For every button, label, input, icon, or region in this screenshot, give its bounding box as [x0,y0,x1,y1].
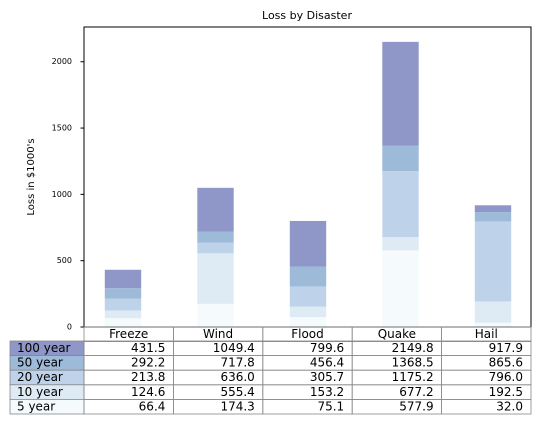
bar-segment [104,269,142,289]
table-column-header: Wind [203,327,233,341]
bar-segment [382,171,419,238]
bar-segment [474,221,512,302]
table-cell-text: 66.4 [139,399,166,413]
table-cell-text: 677.2 [399,385,433,399]
table-cell-text: 32.0 [496,399,523,413]
y-tick-label: 0 [67,323,72,332]
table-cell-text: 153.2 [310,385,344,399]
table-cell-text: 636.0 [220,370,254,384]
bar-segment [104,318,142,327]
bar-segment [104,298,142,311]
bar-segment [289,266,327,287]
table-cell-text: 174.3 [220,399,254,413]
y-axis-label: Loss in $1000's [26,138,37,215]
bar-segment [382,250,419,327]
bar-segment [289,220,327,267]
table-cell-text: 577.9 [399,399,433,413]
table-cell-text: 192.5 [489,385,523,399]
table-column-header: Quake [378,327,416,341]
bar-segment [197,303,234,327]
table-cell-text: 213.8 [131,370,165,384]
bar-segment [197,187,234,232]
chart-title: Loss by Disaster [262,9,352,22]
bar-segment [289,317,327,327]
bar-segment [197,242,234,254]
bar-segment [197,253,234,304]
bar-segment [104,310,142,319]
bar-segment [474,301,512,323]
bar-segment [289,286,327,307]
y-tick-label: 1500 [52,124,72,133]
bar-segment [474,212,512,222]
table-row-header: 50 year [17,356,63,370]
table-cell-text: 456.4 [310,356,344,370]
table-cell [441,398,532,415]
table-cell-text: 865.6 [489,356,523,370]
table-cell-text: 917.9 [489,341,523,355]
table-cell-text: 555.4 [220,385,254,399]
table-row-header: 20 year [17,370,63,384]
table-cell-text: 431.5 [131,341,165,355]
table-cell-text: 305.7 [310,370,344,384]
table-column-header: Hail [475,327,498,341]
table-cell-text: 799.6 [310,341,344,355]
table-cell-text: 1049.4 [213,341,255,355]
table-cell-text: 1368.5 [392,356,434,370]
table-cell-text: 292.2 [131,356,165,370]
y-tick-label: 2000 [52,57,72,66]
table-cell-text: 2149.8 [392,341,434,355]
bar-segment [474,205,512,213]
table-column-header: Flood [291,327,324,341]
table-cell-text: 796.0 [489,370,523,384]
table-cell-text: 124.6 [131,385,165,399]
bar-segment [104,288,142,299]
bar-segment [197,231,234,243]
table-cell-text: 1175.2 [392,370,434,384]
bar-segment [289,306,327,318]
bar-segment [474,322,512,327]
table-row-header: 5 year [17,399,55,413]
table-row-header: 100 year [17,341,71,355]
table-cell-text: 75.1 [317,399,344,413]
y-tick-label: 500 [57,256,72,265]
table-cell-text: 717.8 [220,356,254,370]
table-header-cell [441,326,532,343]
bar-segment [382,41,419,146]
table-row-header: 10 year [17,385,63,399]
table-column-header: Freeze [109,327,148,341]
bar-segment [382,237,419,251]
bar-segment [382,145,419,172]
y-tick-label: 1000 [52,190,72,199]
